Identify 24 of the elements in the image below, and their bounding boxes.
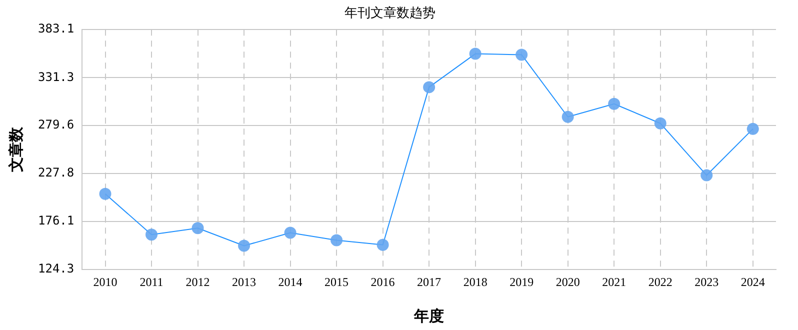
x-tick-label: 2022	[648, 274, 672, 289]
x-tick-label: 2020	[556, 274, 580, 289]
y-tick-label: 124.3	[38, 262, 74, 276]
x-tick-label: 2015	[324, 274, 349, 289]
y-tick-label: 279.6	[38, 118, 74, 132]
y-tick-label: 227.8	[38, 166, 74, 180]
x-tick-label: 2010	[93, 274, 118, 289]
x-tick-label: 2018	[463, 274, 488, 289]
y-tick-label: 383.1	[38, 22, 74, 36]
y-tick-label: 331.3	[38, 70, 74, 84]
x-tick-label: 2017	[417, 274, 442, 289]
x-tick-label: 2021	[602, 274, 626, 289]
x-tick-label: 2012	[186, 274, 210, 289]
x-tick-label: 2013	[232, 274, 256, 289]
x-tick-label: 2011	[140, 274, 164, 289]
x-tick-label: 2016	[370, 274, 395, 289]
y-axis-title: 文章数	[6, 126, 25, 174]
x-tick-label: 2014	[278, 274, 302, 289]
y-tick-label: 176.1	[38, 214, 74, 228]
x-tick-label: 2019	[510, 274, 534, 289]
x-axis-title: 年度	[413, 306, 444, 325]
chart-title: 年刊文章数趋势	[344, 5, 436, 20]
x-tick-label: 2024	[740, 274, 765, 289]
x-tick-label: 2023	[694, 274, 719, 289]
